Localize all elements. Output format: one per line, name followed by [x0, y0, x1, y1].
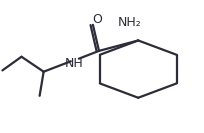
Text: NH₂: NH₂ — [117, 16, 141, 29]
Text: NH: NH — [64, 57, 83, 70]
Text: O: O — [92, 13, 102, 26]
